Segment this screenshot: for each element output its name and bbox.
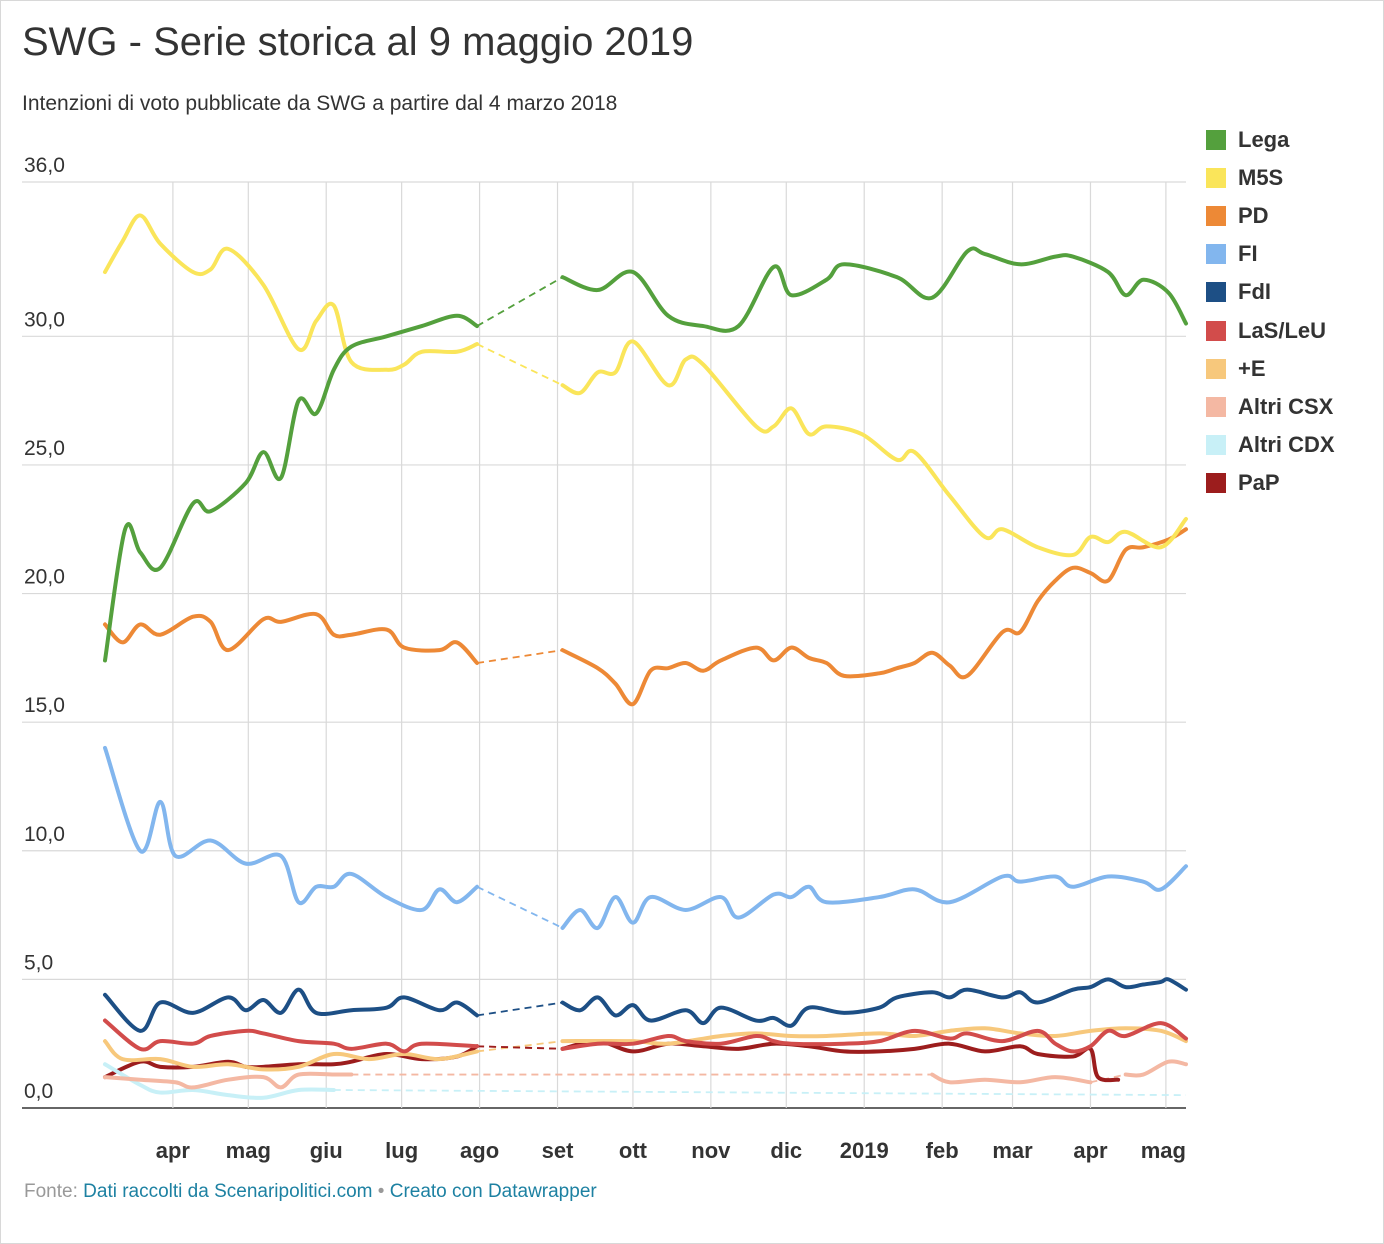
x-tick-label: mar <box>992 1138 1033 1163</box>
grid-lines <box>22 181 1186 1109</box>
y-tick-label: 5,0 <box>24 951 53 974</box>
legend-item: PaP <box>1206 464 1335 502</box>
series-lines <box>103 213 1188 1100</box>
legend-label: PaP <box>1238 469 1280 495</box>
y-tick-label: 36,0 <box>24 154 65 177</box>
y-tick-label: 20,0 <box>24 566 65 589</box>
series-line-lega <box>560 246 1188 333</box>
legend-label: PD <box>1238 203 1269 229</box>
legend-label: LaS/LeU <box>1238 317 1327 343</box>
series-line-las-leu <box>103 1018 480 1054</box>
dashed-connector <box>476 276 563 327</box>
legend-swatch <box>1206 320 1226 341</box>
chart-subtitle: Intenzioni di voto pubblicate da SWG a p… <box>22 92 618 115</box>
x-tick-label: mag <box>1141 1138 1186 1163</box>
series-line-altri-csx <box>1123 1059 1188 1078</box>
dashed-connector <box>476 343 563 387</box>
dashed-connector <box>476 885 563 929</box>
series-line-pd <box>560 527 1188 707</box>
series-line-lega <box>103 313 480 663</box>
dashed-connector <box>476 1040 563 1053</box>
series-line-altri-csx <box>930 1072 1093 1085</box>
x-tick-label: giu <box>310 1138 343 1163</box>
legend-label: Altri CDX <box>1238 431 1335 457</box>
legend-item: Altri CDX <box>1206 426 1335 464</box>
series-line-m5s <box>560 339 1188 558</box>
legend-item: Lega <box>1206 121 1335 159</box>
legend-item: FI <box>1206 235 1335 273</box>
dashed-connector <box>476 649 563 664</box>
x-tick-label: lug <box>385 1138 418 1163</box>
legend-swatch <box>1206 282 1226 303</box>
dashed-connector <box>476 1001 563 1017</box>
dashed-connector <box>477 1045 563 1050</box>
chart-title: SWG - Serie storica al 9 maggio 2019 <box>22 20 694 64</box>
legend-swatch <box>1206 472 1226 493</box>
legend-swatch <box>1206 206 1226 227</box>
legend-item: +E <box>1206 350 1335 388</box>
line-chart: 0,0 5,0 10,0 15,0 20,0 25,0 30,0 36,0 apr mag giu l… <box>22 154 1188 1163</box>
series-line-pap <box>103 1044 480 1080</box>
legend-swatch <box>1206 396 1226 417</box>
legend: Lega M5S PD FI FdI LaS/LeU +E Altri CSX Altri CD… <box>1206 121 1335 502</box>
legend-swatch <box>1206 434 1226 455</box>
x-tick-label: apr <box>1073 1138 1108 1163</box>
y-tick-label: 0,0 <box>24 1080 53 1103</box>
legend-item: M5S <box>1206 159 1335 197</box>
footer-separator: • <box>377 1181 385 1202</box>
legend-item: PD <box>1206 197 1335 235</box>
x-tick-label: mag <box>226 1138 271 1163</box>
legend-item: LaS/LeU <box>1206 311 1335 349</box>
y-tick-label: 10,0 <box>24 823 65 846</box>
x-tick-label: ott <box>619 1138 648 1163</box>
series-line--e <box>103 1039 480 1072</box>
legend-swatch <box>1206 130 1226 151</box>
dashed-connectors <box>333 276 1187 1097</box>
legend-label: +E <box>1238 355 1266 381</box>
series-line-fi <box>560 864 1188 930</box>
legend-label: M5S <box>1238 165 1284 191</box>
series-line-fi <box>103 745 480 913</box>
series-line-las-leu <box>560 1021 1188 1054</box>
footer-prefix: Fonte: <box>24 1181 78 1202</box>
x-tick-label: apr <box>156 1138 191 1163</box>
legend-label: FdI <box>1238 279 1271 305</box>
x-tick-label: feb <box>926 1138 959 1163</box>
series-line-fdi <box>560 977 1188 1028</box>
y-tick-label: 15,0 <box>24 694 65 717</box>
legend-swatch <box>1206 358 1226 379</box>
series-line-fdi <box>103 987 480 1033</box>
x-tick-label: 2019 <box>840 1138 889 1163</box>
x-tick-label: nov <box>691 1138 731 1163</box>
x-tick-label: ago <box>460 1138 499 1163</box>
x-tick-label: dic <box>770 1138 802 1163</box>
legend-item: Altri CSX <box>1206 388 1335 426</box>
series-line-m5s <box>103 213 480 372</box>
legend-swatch <box>1206 168 1226 189</box>
x-tick-label: set <box>542 1138 574 1163</box>
series-line-pd <box>103 611 480 666</box>
legend-swatch <box>1206 244 1226 265</box>
y-tick-label: 25,0 <box>24 437 65 460</box>
source-link[interactable]: Dati raccolti da Scenaripolitici.com <box>83 1181 373 1202</box>
series-line--e <box>560 1026 1188 1046</box>
legend-label: Lega <box>1238 127 1290 153</box>
axis-ticks: 0,0 5,0 10,0 15,0 20,0 25,0 30,0 36,0 apr mag giu l… <box>24 154 1186 1163</box>
legend-item: FdI <box>1206 273 1335 311</box>
y-tick-label: 30,0 <box>24 308 65 331</box>
footer: Fonte: Dati raccolti da Scenaripolitici.… <box>24 1181 597 1203</box>
legend-label: FI <box>1238 241 1258 267</box>
series-line-altri-cdx <box>103 1062 336 1100</box>
dashed-connector <box>333 1089 1187 1097</box>
series-line-altri-csx <box>103 1071 354 1090</box>
credit-link[interactable]: Creato con Datawrapper <box>389 1181 597 1202</box>
legend-label: Altri CSX <box>1238 393 1334 419</box>
